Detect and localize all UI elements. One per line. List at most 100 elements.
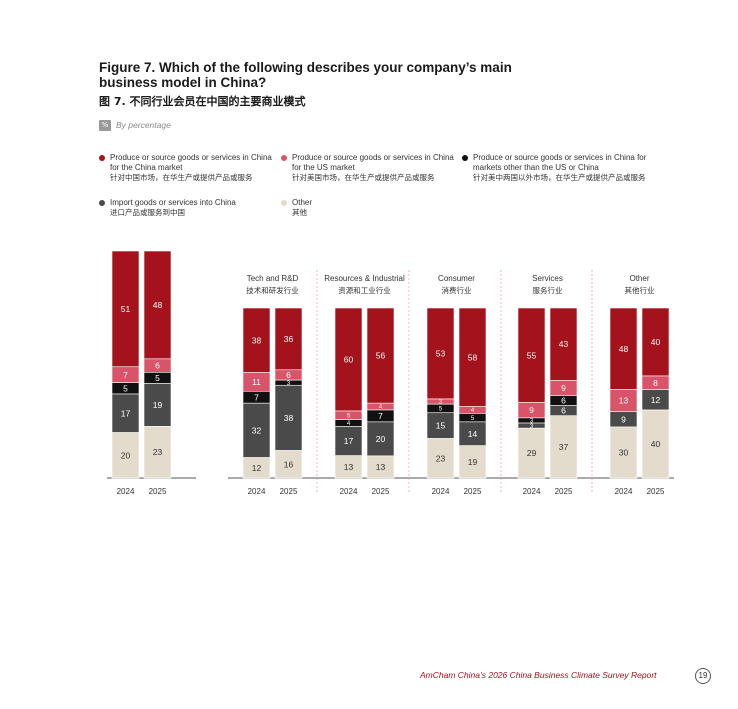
bar-segment (143, 250, 172, 360)
x-tick-label: 2024 (615, 487, 633, 496)
data-label: 48 (153, 300, 163, 310)
data-label: 3 (287, 381, 291, 387)
legend-item-import: Import goods or services into China 进口产品… (99, 198, 274, 218)
data-label: 13 (344, 462, 354, 472)
data-label: 6 (155, 361, 160, 371)
bar-segment (334, 455, 363, 479)
data-label: 5 (155, 373, 160, 383)
data-label: 5 (471, 416, 475, 422)
data-label: 55 (527, 350, 537, 360)
data-label: 3 (530, 424, 534, 430)
data-label: 20 (121, 450, 131, 460)
unit-label: By percentage (116, 120, 171, 130)
data-label: 37 (559, 442, 569, 452)
group-title-cn: 资源和工业行业 (338, 285, 391, 295)
data-label: 16 (284, 459, 294, 469)
legend-label-en: Produce or source goods or services in C… (292, 153, 454, 172)
legend-item-china-market: Produce or source goods or services in C… (99, 153, 274, 183)
data-label: 40 (651, 337, 661, 347)
bar-segment (609, 307, 638, 390)
group-title: Consumer (438, 274, 475, 283)
data-label: 23 (436, 453, 446, 463)
bar-segment (426, 438, 455, 479)
bar-segment (334, 426, 363, 456)
legend-label-cn: 针对美国市场，在华生产或提供产品或服务 (292, 173, 435, 182)
data-label: 13 (619, 396, 629, 406)
bar-segment (334, 307, 363, 412)
group-title-cn: 消费行业 (442, 285, 472, 295)
data-label: 43 (559, 339, 569, 349)
bar-segment (143, 383, 172, 427)
data-label: 40 (651, 439, 661, 449)
data-label: 6 (286, 370, 291, 380)
data-label: 58 (468, 352, 478, 362)
data-label: 4 (347, 421, 351, 427)
data-label: 3 (439, 400, 443, 406)
x-tick-label: 2025 (555, 487, 573, 496)
x-tick-label: 2024 (432, 487, 450, 496)
data-label: 17 (344, 436, 354, 446)
legend-label-en: Produce or source goods or services in C… (110, 153, 272, 172)
legend-item-other: Other 其他 (281, 198, 381, 218)
bar-segment (549, 415, 578, 479)
footer-report-title: AmCham China’s 2026 China Business Clima… (420, 670, 657, 680)
data-label: 60 (344, 355, 354, 365)
data-label: 9 (621, 414, 626, 424)
bar-segment (641, 409, 670, 479)
x-tick-label: 2024 (117, 487, 135, 496)
figure-title-cn: 图 7. 不同行业会员在中国的主要商业模式 (99, 95, 306, 108)
x-tick-label: 2025 (647, 487, 665, 496)
bar-segment (366, 307, 395, 404)
group-title: Resources & Industrial (324, 274, 405, 283)
data-label: 5 (439, 407, 443, 413)
bar-segment (111, 393, 140, 433)
legend-swatch-import (99, 200, 105, 206)
data-label: 4 (379, 405, 383, 411)
x-tick-label: 2025 (372, 487, 390, 496)
group-title-cn: 技术和研发行业 (246, 285, 299, 295)
x-tick-label: 2024 (248, 487, 266, 496)
data-label: 6 (561, 396, 566, 406)
legend-label-en: Other (292, 198, 313, 207)
data-label: 5 (123, 383, 128, 393)
data-label: 4 (471, 408, 475, 414)
x-tick-label: 2025 (280, 487, 298, 496)
figure-title: Figure 7. Which of the following describ… (99, 60, 512, 90)
data-label: 9 (529, 405, 534, 415)
data-label: 3 (530, 419, 534, 425)
group-title: Services (532, 274, 563, 283)
bar-segment (458, 445, 487, 479)
legend-label-en: Import goods or services into China (110, 198, 236, 207)
data-label: 29 (527, 448, 537, 458)
bar-segment (366, 421, 395, 457)
bar-segment (517, 307, 546, 403)
bar-segment (274, 384, 303, 451)
legend-label-cn: 进口产品或服务到中国 (110, 208, 185, 217)
legend-swatch-other (281, 200, 287, 206)
bar-segment (609, 426, 638, 479)
data-label: 15 (436, 421, 446, 431)
data-label: 19 (153, 400, 163, 410)
data-label: 20 (376, 434, 386, 444)
data-label: 7 (254, 392, 259, 402)
x-tick-label: 2024 (523, 487, 541, 496)
group-title-cn: 服务行业 (533, 285, 563, 295)
data-label: 9 (561, 383, 566, 393)
data-label: 19 (468, 457, 478, 467)
data-label: 8 (653, 378, 658, 388)
data-label: 23 (153, 447, 163, 457)
data-label: 7 (378, 411, 383, 421)
legend-swatch-other-markets (462, 155, 468, 161)
bar-segment (641, 307, 670, 377)
bar-segment (426, 307, 455, 400)
data-label: 32 (252, 425, 262, 435)
data-label: 36 (284, 334, 294, 344)
legend-label-en: Produce or source goods or services in C… (473, 153, 647, 172)
bar-segment (458, 307, 487, 407)
x-tick-label: 2025 (464, 487, 482, 496)
legend-swatch-china-market (99, 155, 105, 161)
data-label: 17 (121, 408, 131, 418)
data-label: 13 (376, 462, 386, 472)
data-label: 12 (651, 395, 661, 405)
bar-segment (426, 412, 455, 439)
